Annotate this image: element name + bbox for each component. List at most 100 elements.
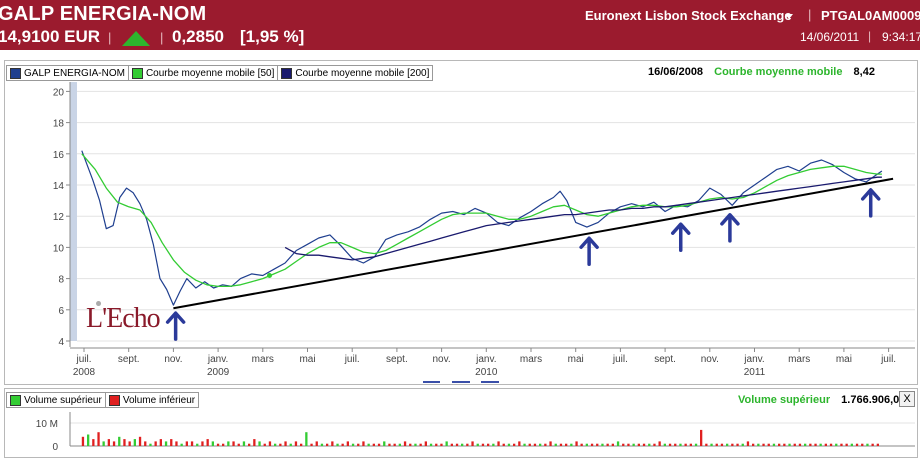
y-tick-label: 20 (53, 87, 65, 98)
legend-label: Courbe moyenne mobile [200] (295, 67, 430, 79)
volume-bar (850, 443, 853, 446)
volume-bar (622, 443, 625, 446)
volume-bar (746, 441, 750, 446)
volume-bar (507, 443, 511, 446)
volume-bar (866, 443, 869, 446)
legend-item-price[interactable]: GALP ENERGIA-NOM (7, 66, 129, 80)
close-button[interactable]: X (899, 391, 915, 407)
volume-bar (170, 439, 173, 446)
up-arrow-icon (670, 222, 691, 252)
volume-bar (242, 441, 246, 446)
legend-item-ma50[interactable]: Courbe moyenne mobile [50] (129, 66, 279, 80)
volume-bar (279, 443, 282, 446)
ma200-line (284, 176, 882, 261)
legend-label: Volume inférieur (122, 394, 196, 406)
legend-swatch (10, 67, 21, 79)
legend-label: Volume supérieur (24, 394, 102, 406)
volume-bar (367, 443, 370, 446)
volume-bar (575, 441, 578, 446)
trend-line (173, 177, 894, 310)
x-tick-label: nov. (701, 354, 719, 365)
chevron-down-icon[interactable] (785, 14, 793, 19)
x-tick-label: mars (788, 354, 810, 365)
volume-bar (128, 441, 131, 446)
volume-bar (398, 443, 401, 446)
volume-bar (539, 443, 542, 446)
volume-bar (570, 443, 573, 446)
chart-legend: GALP ENERGIA-NOM Courbe moyenne mobile [… (6, 65, 434, 81)
quote-header: GALP ENERGIA-NOM 14,9100 EUR | | 0,2850 … (0, 0, 920, 50)
volume-bar (445, 441, 448, 446)
volume-bar (159, 439, 162, 446)
volume-bar (320, 443, 324, 446)
volume-bar (222, 443, 225, 446)
volume-bar (81, 436, 85, 446)
volume-bar (175, 441, 178, 446)
legend-label: GALP ENERGIA-NOM (24, 67, 125, 79)
volume-bar (190, 441, 194, 446)
volume-bar (554, 443, 557, 446)
volume-bar (606, 443, 609, 446)
volume-bar (92, 439, 95, 446)
volume-bar (689, 443, 692, 446)
crosshair-date: 16/06/2008 (648, 66, 704, 78)
volume-tick-label: 10 M (36, 419, 58, 430)
volume-bar (409, 443, 412, 446)
volume-bar (372, 443, 375, 446)
volume-bar (855, 443, 859, 446)
volume-bar (232, 441, 235, 446)
volume-bar (258, 441, 261, 446)
legend-item-volume-up[interactable]: Volume supérieur (7, 393, 106, 407)
volume-bar (248, 443, 251, 446)
volume-bar (393, 443, 396, 446)
y-tick-label: 4 (58, 337, 64, 348)
volume-bar (216, 443, 220, 446)
x-tick-label: mai (299, 354, 315, 365)
volume-bar (700, 429, 703, 446)
volume-bar (310, 443, 313, 446)
volume-bar (227, 441, 230, 446)
volume-bar (341, 443, 344, 446)
volume-bar (840, 443, 843, 446)
volume-bar (637, 443, 640, 446)
volume-bar (819, 443, 822, 446)
data-marker (267, 272, 273, 278)
volume-info-value: 1.766.906,00 (841, 394, 906, 406)
volume-bar (684, 443, 687, 446)
volume-bar (123, 439, 126, 446)
exchange-selector[interactable]: Euronext Lisbon Stock Exchange (585, 8, 792, 23)
volume-bar (715, 443, 718, 446)
volume-bar (793, 443, 796, 446)
volume-bar (783, 443, 786, 446)
volume-bar (201, 441, 204, 446)
volume-bar (414, 443, 417, 446)
volume-bar (835, 443, 838, 446)
volume-bar (845, 443, 848, 446)
x-tick-label: janv. (475, 354, 496, 365)
legend-item-volume-down[interactable]: Volume inférieur (106, 393, 198, 407)
volume-bar (788, 443, 791, 446)
volume-bar (829, 443, 833, 446)
volume-bar (549, 441, 552, 446)
volume-bar (294, 441, 298, 446)
volume-bar (627, 443, 630, 446)
x-tick-label: nov. (164, 354, 182, 365)
volume-bar (752, 443, 755, 446)
separator: | (108, 30, 112, 45)
volume-bar (778, 443, 781, 446)
x-tick-label: juil. (75, 354, 91, 365)
isin-code: PTGAL0AM0009 (821, 8, 920, 23)
crosshair-value: 8,42 (853, 66, 875, 78)
x-year-label: 2010 (475, 367, 498, 378)
volume-bar (736, 443, 739, 446)
x-tick-label: sept. (654, 354, 676, 365)
legend-item-ma200[interactable]: Courbe moyenne mobile [200] (278, 66, 432, 80)
volume-bar (263, 443, 266, 446)
volume-bar (861, 443, 864, 446)
volume-bar (403, 441, 407, 446)
up-arrow-icon (122, 31, 150, 46)
volume-bar (528, 443, 531, 446)
volume-bar (315, 441, 318, 446)
